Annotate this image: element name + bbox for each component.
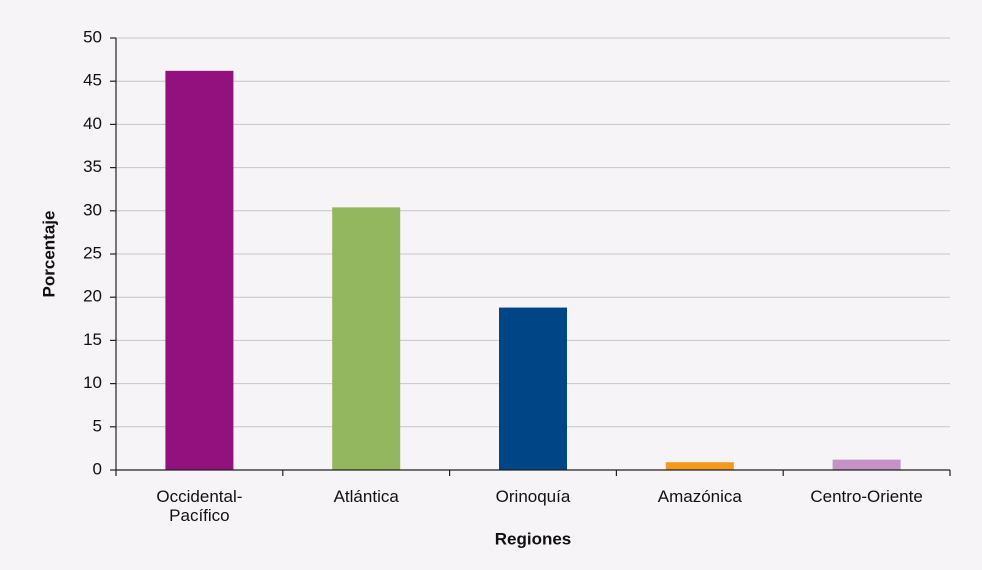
x-tick-label: Amazónica (658, 487, 743, 506)
bar (165, 71, 233, 470)
background (0, 0, 982, 570)
y-tick-label: 0 (93, 459, 102, 478)
y-tick-label: 40 (83, 114, 102, 133)
y-axis-label: Porcentaje (39, 211, 58, 298)
x-tick-label: Atlántica (334, 487, 400, 506)
x-axis-label: Regiones (495, 529, 572, 548)
y-tick-label: 35 (83, 157, 102, 176)
bar (332, 207, 400, 470)
bar (833, 460, 901, 470)
y-tick-label: 20 (83, 287, 102, 306)
x-tick-label: Occidental-Pacífico (156, 487, 242, 525)
y-tick-label: 50 (83, 27, 102, 46)
y-tick-label: 10 (83, 373, 102, 392)
y-tick-label: 45 (83, 71, 102, 90)
y-tick-label: 5 (93, 416, 102, 435)
y-tick-label: 25 (83, 243, 102, 262)
bar (666, 462, 734, 470)
x-tick-label: Centro-Oriente (810, 487, 922, 506)
x-tick-label: Orinoquía (496, 487, 571, 506)
y-tick-label: 15 (83, 330, 102, 349)
bar (499, 308, 567, 470)
chart: Regiones Porcentaje 0 5 10 15 20 25 30 35 40 45 50… (0, 0, 982, 570)
y-tick-label: 30 (83, 200, 102, 219)
